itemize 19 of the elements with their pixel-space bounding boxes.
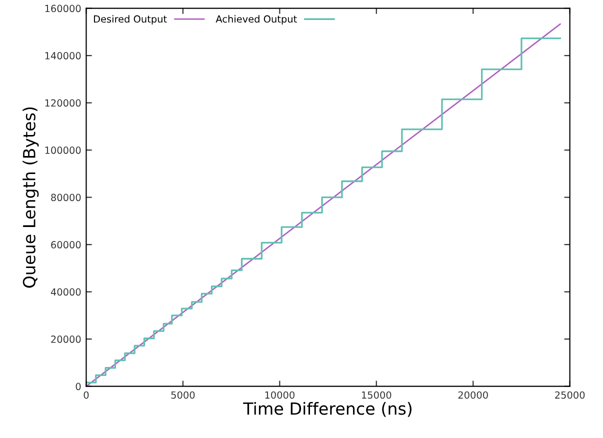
x-tick-label: 10000 [265,391,294,399]
y-axis-title: Queue Length (Bytes) [22,107,39,288]
y-tick-label: 160000 [45,4,81,12]
legend-label: Achieved Output [216,15,297,25]
y-tick-label: 100000 [45,146,81,154]
y-tick-label: 80000 [51,194,81,202]
x-axis-title: Time Difference (ns) [243,402,412,417]
x-tick-label: 15000 [362,391,392,399]
x-tick-label: 20000 [458,391,488,399]
y-tick-label: 60000 [51,241,81,248]
y-tick-label: 0 [76,382,81,390]
legend-label: Desired Output [94,15,167,25]
y-tick-label: 40000 [50,288,81,296]
x-tick-label: 5000 [171,391,195,399]
y-tick-label: 120000 [45,99,81,107]
y-tick-label: 20000 [51,336,81,343]
x-tick-label: 25000 [555,391,585,399]
x-tick-label: 0 [84,391,89,399]
y-tick-label: 140000 [45,52,81,60]
